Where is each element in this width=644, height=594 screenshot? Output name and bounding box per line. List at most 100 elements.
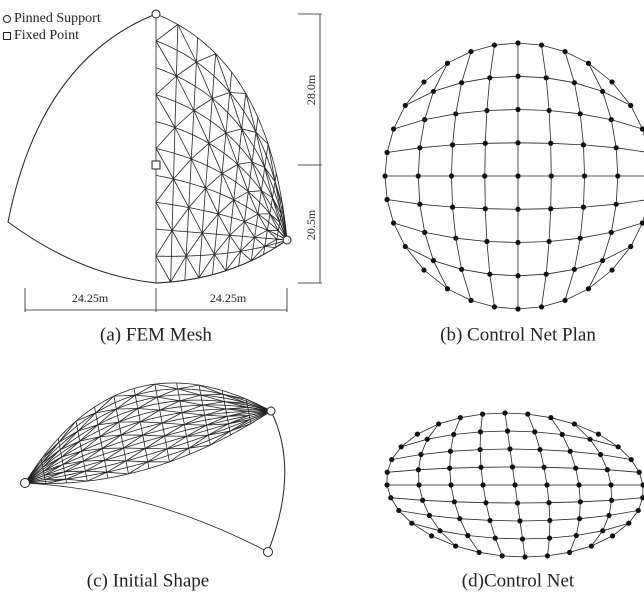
control-point — [447, 466, 452, 471]
mesh-diagonal — [102, 435, 121, 449]
control-point — [512, 482, 517, 487]
control-point — [492, 304, 497, 309]
control-point — [562, 49, 567, 54]
control-point — [640, 126, 644, 131]
control-point — [532, 429, 537, 434]
mesh-diagonal — [170, 448, 189, 462]
mesh-diagonal — [265, 239, 277, 246]
mesh-diagonal — [182, 413, 205, 416]
control-point — [465, 533, 470, 538]
control-point — [415, 431, 420, 436]
control-point — [445, 286, 450, 291]
control-point — [425, 437, 430, 442]
mesh-diagonal — [107, 461, 126, 472]
mesh-diagonal — [85, 471, 106, 472]
mesh-diagonal — [155, 384, 178, 389]
control-point — [522, 554, 527, 559]
mesh-diagonal — [85, 460, 104, 471]
control-point — [476, 550, 481, 555]
control-point — [384, 150, 389, 155]
mesh-diagonal — [189, 208, 202, 233]
mesh-diagonal — [242, 129, 252, 162]
control-point — [578, 111, 583, 116]
mesh-diagonal — [191, 143, 209, 159]
control-point — [598, 452, 603, 457]
mesh-line — [156, 240, 287, 256]
mesh-diagonal — [156, 25, 178, 41]
control-point — [510, 464, 515, 469]
control-point — [468, 49, 473, 54]
control-point — [384, 197, 389, 202]
control-point — [483, 141, 488, 146]
mesh-diagonal — [222, 174, 234, 200]
mesh-diagonal — [214, 235, 229, 254]
control-point — [500, 553, 505, 558]
control-point — [449, 173, 454, 178]
mesh-diagonal — [218, 200, 234, 214]
mesh-diagonal — [252, 162, 261, 191]
mesh-diagonal — [165, 425, 185, 437]
edge — [268, 411, 285, 552]
control-point — [437, 528, 442, 533]
control-point — [589, 543, 594, 548]
control-point — [544, 75, 549, 80]
mesh-diagonal — [129, 462, 148, 474]
control-point — [520, 536, 525, 541]
control-point — [483, 500, 488, 505]
mesh-diagonal — [201, 394, 223, 395]
control-point — [515, 140, 520, 145]
mesh-diagonal — [186, 233, 202, 256]
mesh-diagonal — [156, 179, 174, 202]
control-point — [562, 298, 567, 303]
control-point — [417, 145, 422, 150]
mesh-diagonal — [124, 435, 143, 448]
control-point — [388, 495, 393, 500]
mesh-diagonal — [105, 460, 126, 461]
control-point — [399, 444, 404, 449]
control-point — [420, 498, 425, 503]
control-point — [517, 518, 522, 523]
mesh-diagonal — [230, 93, 246, 94]
control-point — [429, 533, 434, 538]
control-point — [548, 415, 553, 420]
control-point — [502, 410, 507, 415]
mesh-diagonal — [121, 422, 140, 435]
mesh-diagonal — [212, 93, 230, 99]
control-point — [576, 482, 581, 487]
mesh-diagonal — [187, 425, 207, 436]
control-point — [544, 482, 549, 487]
mesh-diagonal — [174, 179, 189, 208]
mesh-diagonal — [124, 448, 146, 449]
control-point — [640, 482, 644, 487]
control-point — [484, 239, 489, 244]
control-point — [640, 495, 644, 500]
mesh-diagonal — [186, 256, 199, 278]
control-point — [572, 421, 577, 426]
control-point — [616, 444, 621, 449]
control-point — [459, 267, 464, 272]
control-point — [606, 513, 611, 518]
control-point — [403, 103, 408, 108]
control-point — [478, 447, 483, 452]
control-point — [478, 429, 483, 434]
control-point — [608, 482, 613, 487]
control-point — [515, 306, 520, 311]
control-point — [431, 89, 436, 94]
mesh-diagonal — [105, 448, 124, 460]
control-point — [547, 239, 552, 244]
control-point — [448, 449, 453, 454]
control-point — [515, 240, 520, 245]
control-point — [409, 521, 414, 526]
control-point — [547, 536, 552, 541]
control-point — [417, 202, 422, 207]
mesh-diagonal — [162, 423, 184, 425]
control-point — [418, 452, 423, 457]
mesh-diagonal — [116, 395, 135, 409]
fem-mesh — [156, 14, 287, 283]
control-point — [436, 421, 441, 426]
mesh-diagonal — [176, 76, 194, 111]
mesh-diagonal — [143, 423, 162, 435]
control-point — [422, 117, 427, 122]
dimension-lines — [25, 14, 322, 312]
mesh-diagonal — [241, 251, 252, 261]
